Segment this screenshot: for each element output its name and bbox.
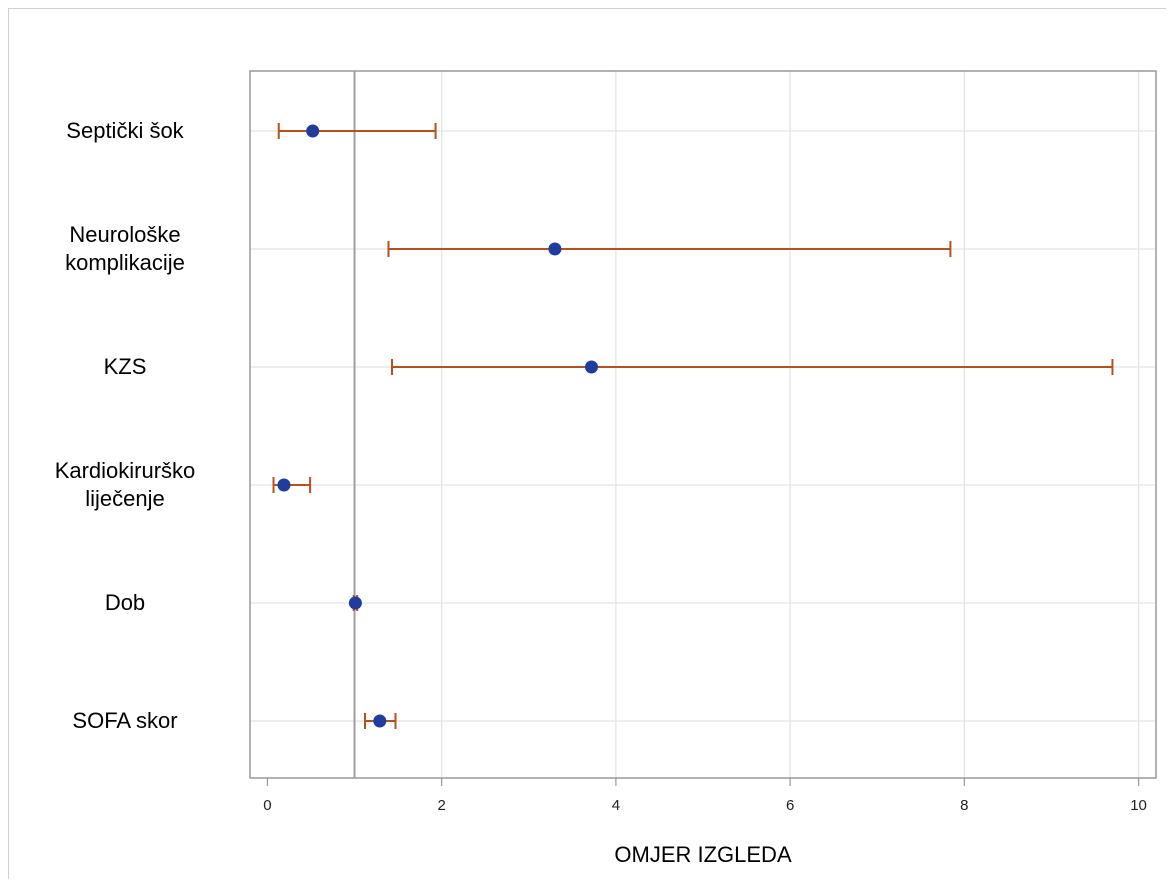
category-label: SOFA skor xyxy=(72,708,178,733)
chart-frame xyxy=(8,8,1166,879)
estimate-point xyxy=(548,242,562,256)
category-label: Kardiokirurško liječenje xyxy=(54,458,196,511)
x-tick-label: 0 xyxy=(263,797,271,814)
x-axis-label: OMJER IZGLEDA xyxy=(614,842,792,867)
category-label: Neurološke komplikacije xyxy=(65,222,185,275)
x-tick-label: 8 xyxy=(960,797,968,814)
x-tick-label: 10 xyxy=(1130,797,1147,814)
x-tick-label: 2 xyxy=(437,797,445,814)
estimate-point xyxy=(584,360,598,374)
category-label: Dob xyxy=(104,590,146,615)
estimate-point xyxy=(373,714,387,728)
estimate-point xyxy=(277,478,291,492)
category-label: Septički šok xyxy=(66,118,184,143)
plot-border xyxy=(249,70,1157,779)
x-tick-label: 6 xyxy=(786,797,794,814)
x-tick-label: 4 xyxy=(612,797,620,814)
estimate-point xyxy=(348,596,362,610)
category-label: KZS xyxy=(103,354,147,379)
estimate-point xyxy=(306,124,320,138)
